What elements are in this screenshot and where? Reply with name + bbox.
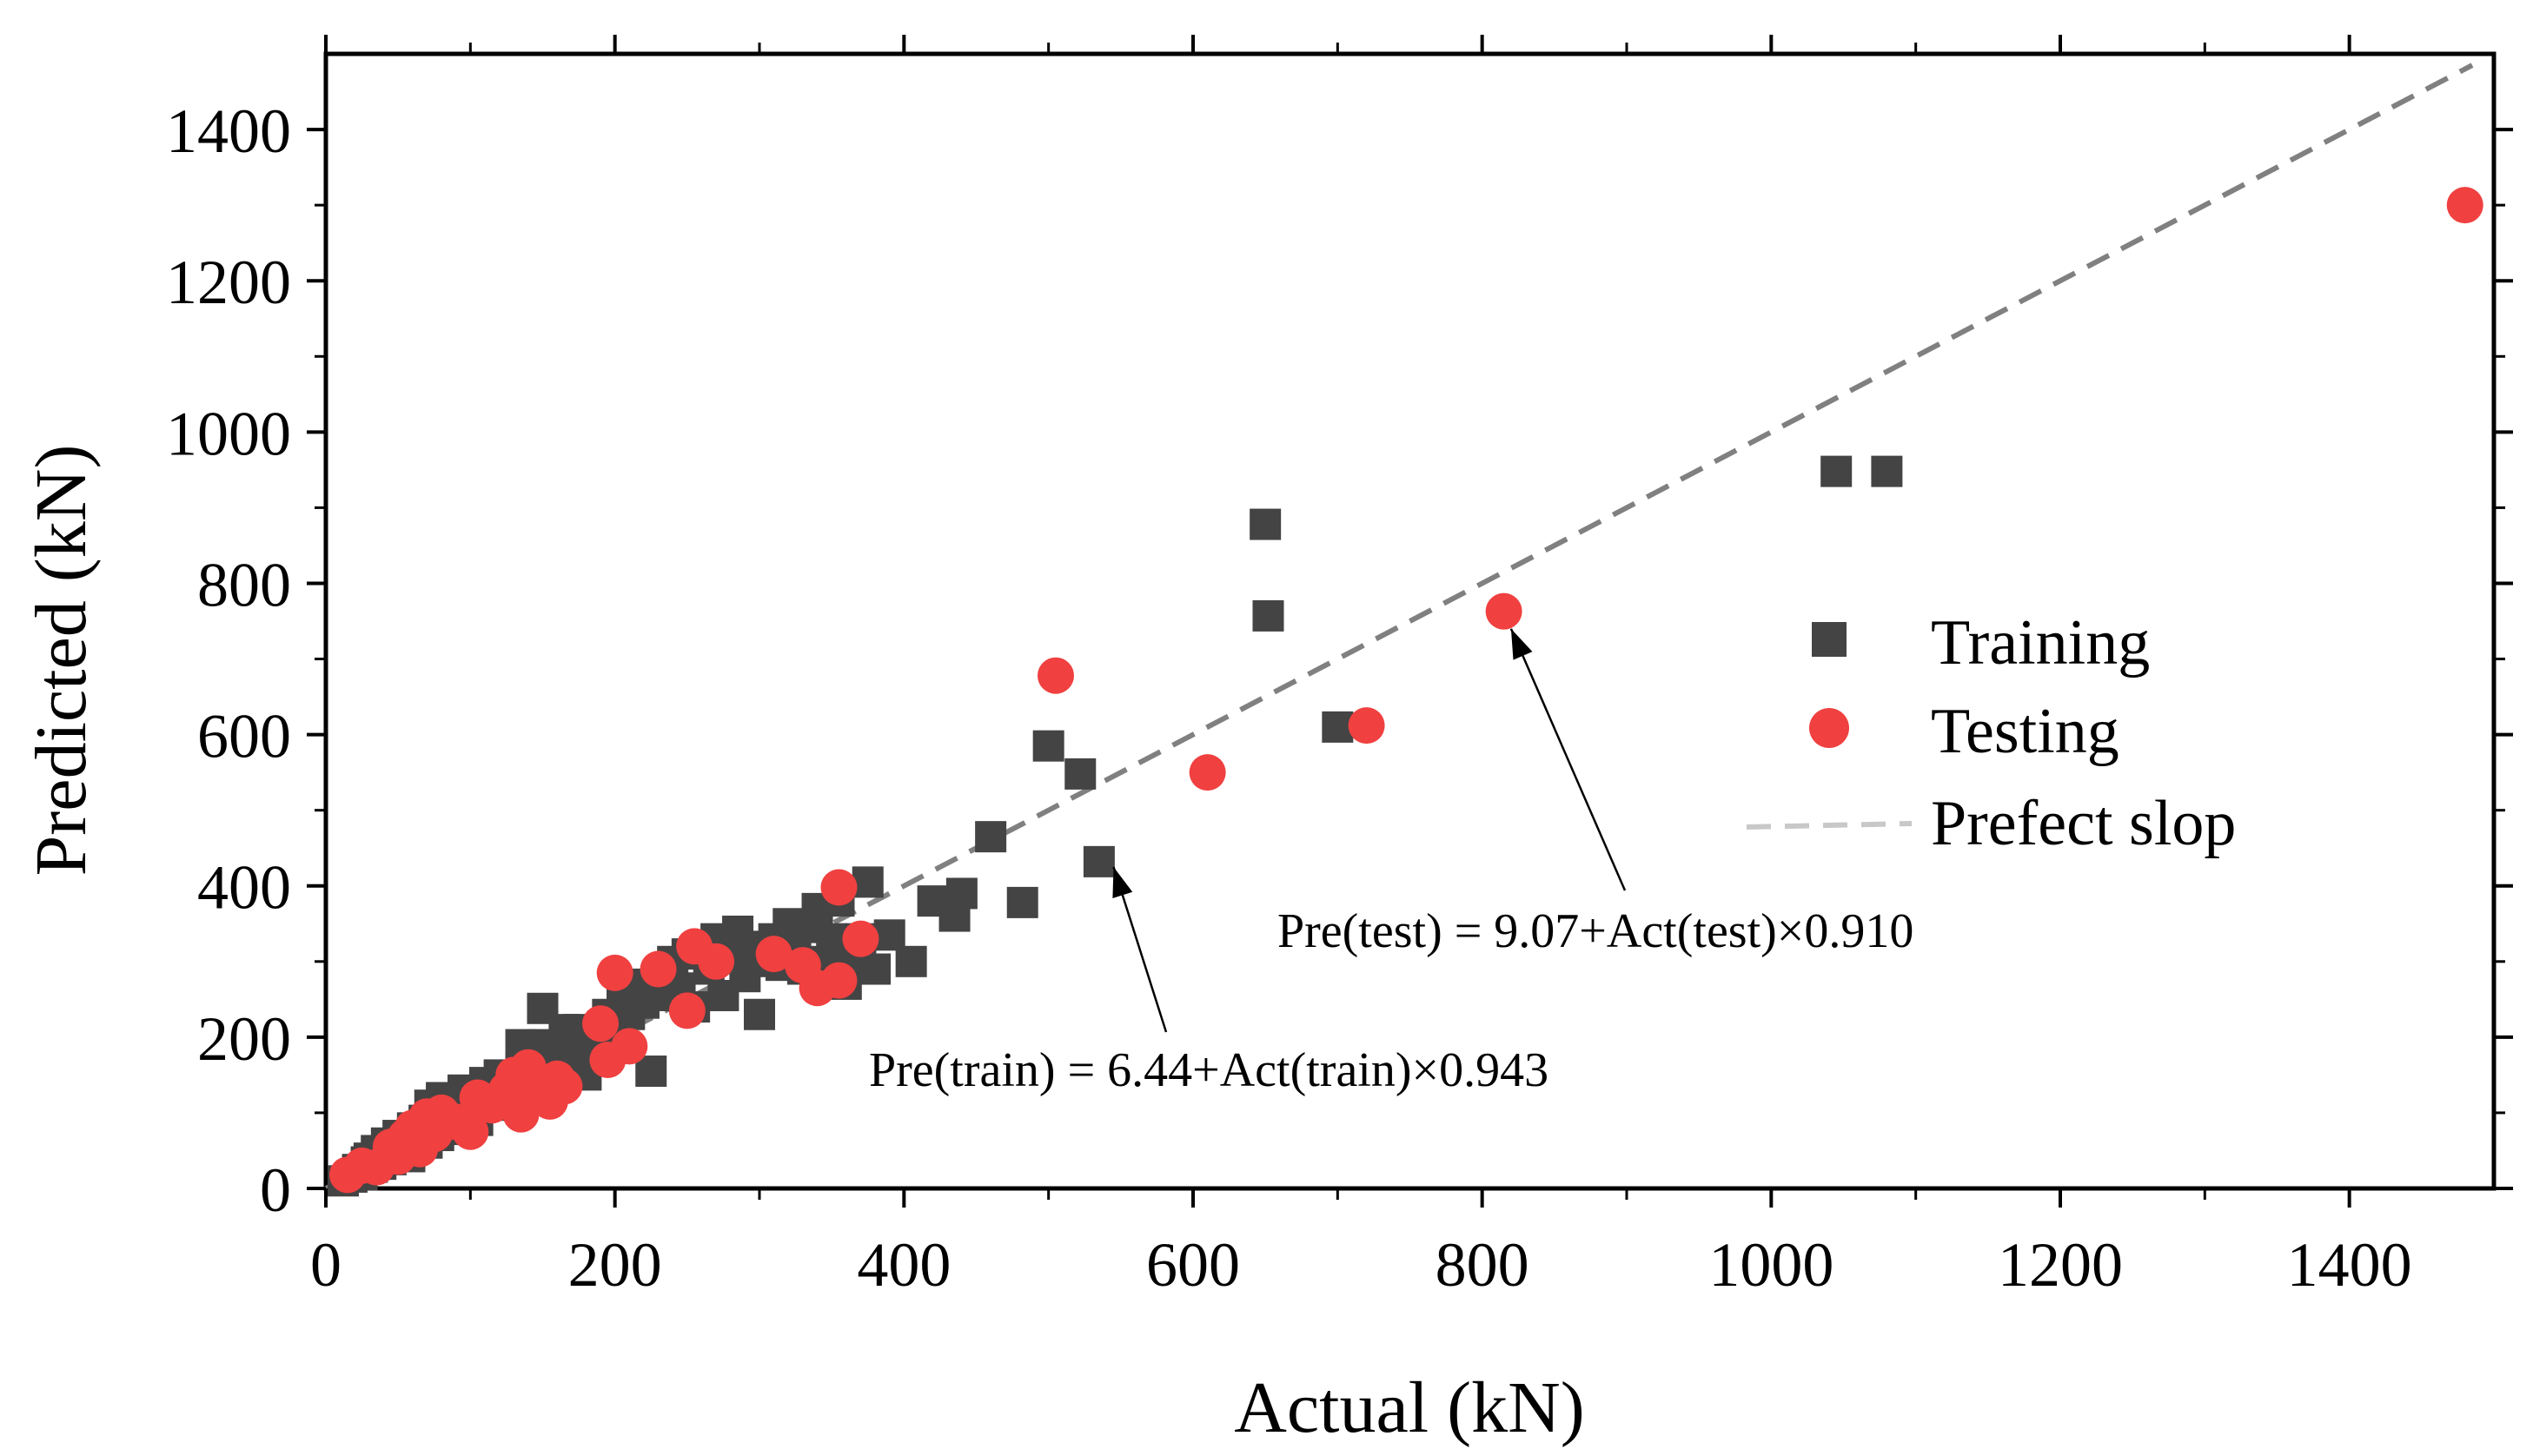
training-point <box>1083 845 1115 877</box>
testing-point <box>668 992 706 1029</box>
training-point <box>1032 730 1064 762</box>
y-tick-label: 200 <box>197 1004 291 1074</box>
y-axis-title: Predicted (kN) <box>21 445 102 877</box>
testing-point <box>698 943 735 980</box>
training-point <box>744 998 775 1030</box>
testing-point <box>755 936 792 973</box>
x-tick-label: 1000 <box>1708 1230 1833 1300</box>
legend: Training Testing Prefect slop <box>1746 607 2236 859</box>
x-tick-label: 400 <box>857 1230 951 1300</box>
plot-frame <box>323 51 2497 1191</box>
y-tick-label: 600 <box>197 702 291 771</box>
training-point <box>1252 599 1284 632</box>
x-axis-title: Actual (kN) <box>1234 1367 1585 1448</box>
testing-point <box>1189 754 1226 791</box>
x-tick-label: 800 <box>1436 1230 1529 1300</box>
x-tick-label: 200 <box>568 1230 662 1300</box>
y-tick-label: 1400 <box>166 96 291 166</box>
x-tick-label: 0 <box>310 1230 341 1300</box>
legend-training-label: Training <box>1931 607 2150 678</box>
x-tick-label: 1400 <box>2287 1230 2412 1300</box>
testing-point <box>546 1068 583 1105</box>
training-point <box>859 953 892 985</box>
x-tick-label: 1200 <box>1998 1230 2123 1300</box>
y-tick-label: 1200 <box>166 248 291 317</box>
training-point <box>1820 455 1853 487</box>
annotation-arrow-head <box>1112 866 1133 899</box>
legend-testing-marker <box>1809 708 1849 748</box>
training-point <box>1064 758 1097 790</box>
y-tick-label: 1000 <box>166 399 291 468</box>
training-point <box>1006 886 1038 918</box>
training-point <box>895 945 927 977</box>
training-point <box>1250 508 1282 540</box>
testing-point <box>820 869 858 906</box>
x-tick-label: 600 <box>1146 1230 1240 1300</box>
perfect-fit-line <box>324 63 2474 1191</box>
training-point <box>1322 711 1354 743</box>
training-point <box>975 821 1007 853</box>
legend-line-label: Prefect slop <box>1931 788 2236 859</box>
reference-line-layer <box>324 63 2474 1191</box>
testing-point <box>1348 707 1385 745</box>
testing-point <box>452 1113 489 1150</box>
testing-point <box>640 950 677 988</box>
y-tick-label: 0 <box>260 1155 291 1225</box>
annotation-arrow-line <box>1509 628 1627 891</box>
annotation-text: Pre(test) = 9.07+Act(test)×0.910 <box>1277 904 1913 958</box>
testing-point <box>1485 592 1522 630</box>
testing-point <box>842 920 879 957</box>
testing-point <box>1037 657 1074 694</box>
testing-point <box>596 954 633 991</box>
plot-border <box>323 51 2497 1191</box>
annotation-text: Pre(train) = 6.44+Act(train)×0.943 <box>869 1043 1548 1097</box>
legend-line-marker <box>1746 821 1913 830</box>
testing-point <box>611 1028 648 1065</box>
training-point <box>1871 455 1903 487</box>
legend-training-marker <box>1812 622 1847 657</box>
annotations: Pre(train) = 6.44+Act(train)×0.943 Pre(te… <box>869 628 1913 1097</box>
y-tick-label: 800 <box>197 550 291 619</box>
training-point <box>548 1014 580 1046</box>
training-point <box>635 1056 667 1088</box>
y-tick-label: 400 <box>197 853 291 923</box>
testing-point <box>820 962 858 999</box>
testing-point <box>582 1005 620 1042</box>
training-point <box>852 866 884 898</box>
axis-ticks: 0 200 400 600 800 1000 1200 1400 0 200 400 600 800 10… <box>166 35 2513 1300</box>
legend-testing-label: Testing <box>1931 696 2119 767</box>
testing-point <box>2446 187 2483 224</box>
training-point <box>873 919 905 951</box>
testing-series <box>328 187 2483 1194</box>
annotation-arrow-head <box>1510 628 1533 660</box>
training-point <box>945 877 978 910</box>
